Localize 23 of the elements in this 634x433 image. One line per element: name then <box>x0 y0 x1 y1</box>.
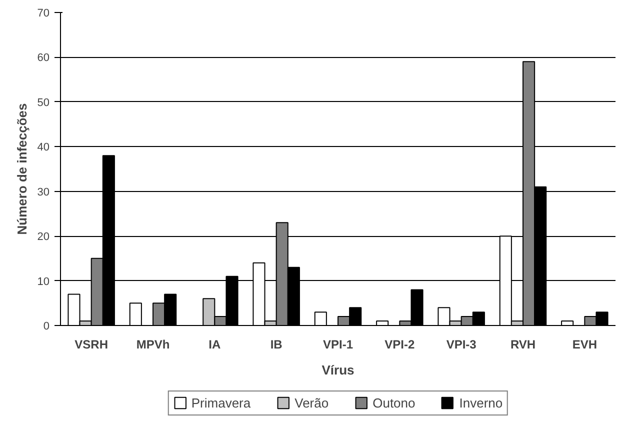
x-tick-label: VSRH <box>74 338 108 352</box>
x-tick-label: VPI-3 <box>446 338 477 352</box>
y-axis-title: Número de infecções <box>14 103 30 235</box>
x-tick-label: VPI-2 <box>384 338 415 352</box>
x-tick-label: EVH <box>572 338 598 352</box>
x-tick-label: IA <box>208 338 221 352</box>
legend-label: Verão <box>294 395 329 410</box>
y-tick-label: 20 <box>37 231 50 244</box>
y-tick-label: 70 <box>37 8 50 20</box>
x-tick-label: IB <box>270 338 283 352</box>
y-tick-label: 60 <box>37 52 50 64</box>
x-tick-label: MPVh <box>136 338 170 352</box>
y-tick-label: 10 <box>37 276 50 288</box>
legend-label: Outono <box>372 395 416 410</box>
x-axis-title: Vírus <box>322 362 354 378</box>
x-tick-label: RVH <box>510 338 536 352</box>
legend-label: Inverno <box>459 395 503 410</box>
y-tick-label: 0 <box>43 320 50 332</box>
y-tick-label: 50 <box>37 96 50 109</box>
x-tick-label: VPI-1 <box>322 338 354 352</box>
legend-label: Primavera <box>191 395 251 410</box>
y-tick-label: 40 <box>37 142 50 154</box>
y-tick-label: 30 <box>37 186 50 198</box>
